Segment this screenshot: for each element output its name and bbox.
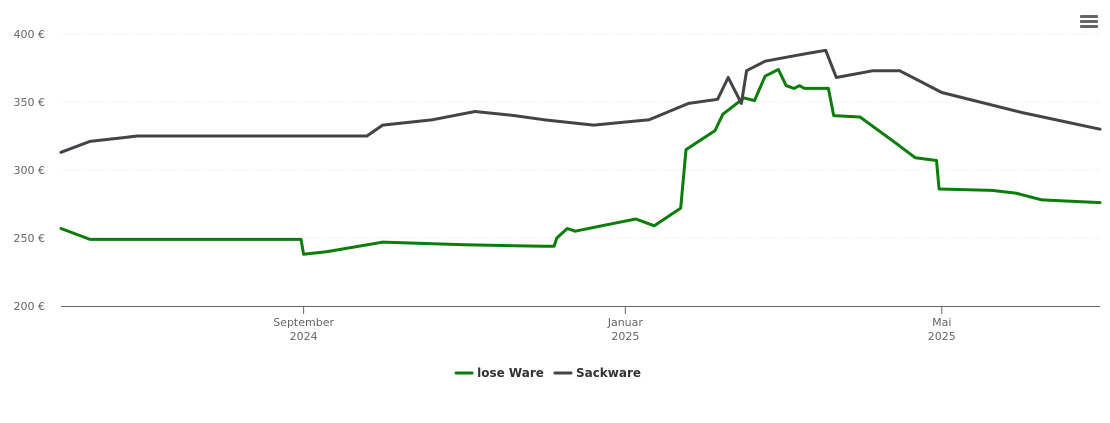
series-line	[59, 48, 1102, 154]
menu-icon[interactable]	[1080, 15, 1098, 28]
y-tick-label: 250 €	[14, 232, 46, 245]
grid-lines	[61, 33, 1100, 239]
y-tick-label: 200 €	[14, 300, 46, 313]
x-tick-label-month: Mai	[932, 316, 951, 329]
x-tick-label-month: September	[273, 316, 334, 329]
x-tick-label-year: 2025	[928, 330, 956, 343]
legend-item-label[interactable]: Sackware	[576, 366, 641, 380]
series-lines	[59, 48, 1102, 256]
series-line	[59, 67, 1102, 256]
x-tick-label-year: 2024	[290, 330, 318, 343]
x-tick-label-month: Januar	[607, 316, 644, 329]
x-tick-label-year: 2025	[611, 330, 639, 343]
y-axis: 400 € 350 € 300 € 250 € 200 €	[14, 28, 46, 313]
y-tick-label: 300 €	[14, 164, 46, 177]
legend: lose Ware Sackware	[454, 366, 641, 380]
y-tick-label: 350 €	[14, 96, 46, 109]
y-tick-label: 400 €	[14, 28, 46, 41]
legend-item-label[interactable]: lose Ware	[477, 366, 544, 380]
